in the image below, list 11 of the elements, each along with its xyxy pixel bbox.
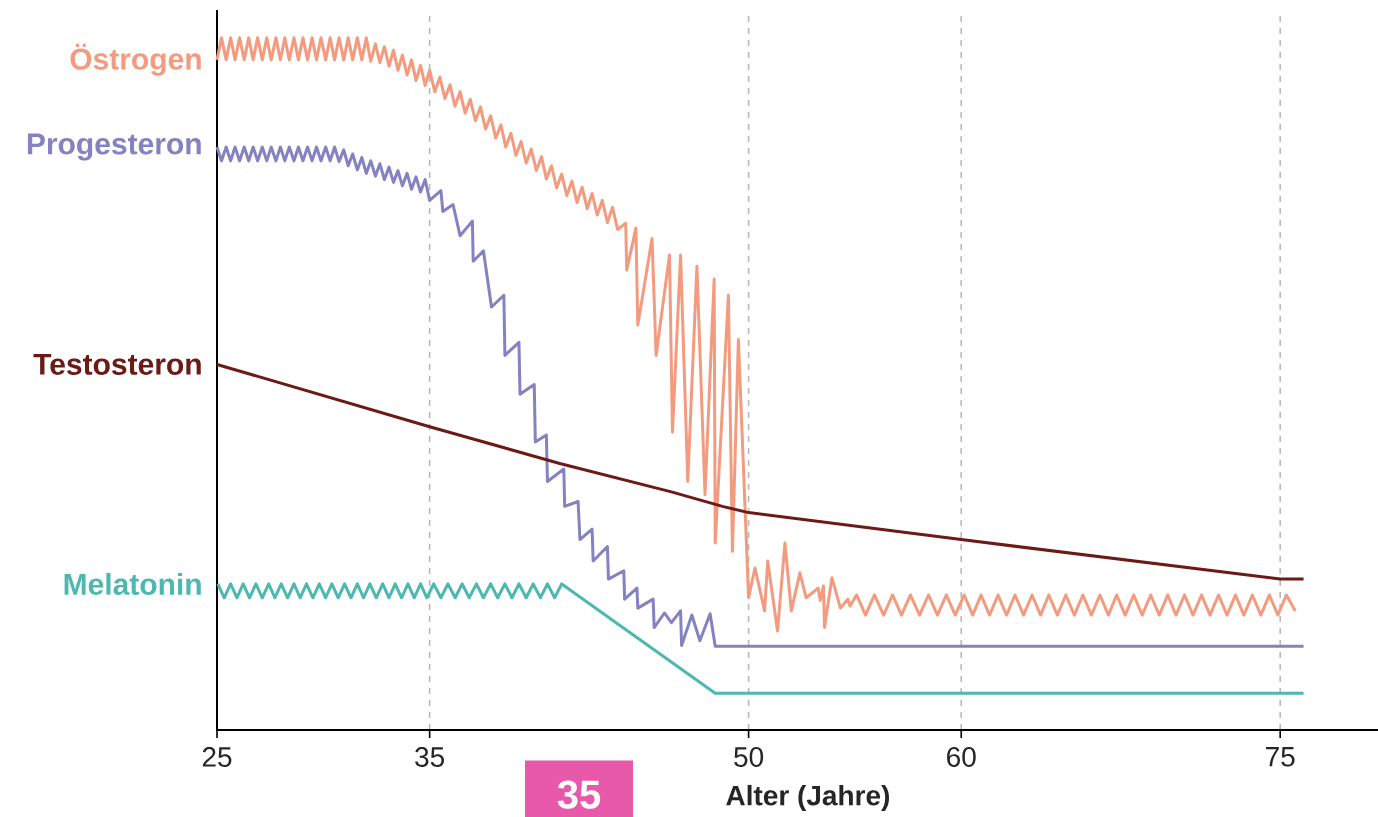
x-tick-label: 60 xyxy=(947,747,976,767)
x-axis-title: Alter (Jahre) xyxy=(726,784,889,812)
series-label: Progesteron xyxy=(27,133,201,161)
series-label: Testosteron xyxy=(33,353,201,375)
x-tick-label: 35 xyxy=(415,747,445,767)
x-tick-label: 25 xyxy=(202,747,232,767)
x-tick-label: 50 xyxy=(734,747,764,767)
x-tick-label: 75 xyxy=(1266,747,1295,767)
series-label: Melatonin xyxy=(64,572,201,595)
text: 35 xyxy=(557,780,601,809)
series-label: Östrogen xyxy=(70,43,201,76)
